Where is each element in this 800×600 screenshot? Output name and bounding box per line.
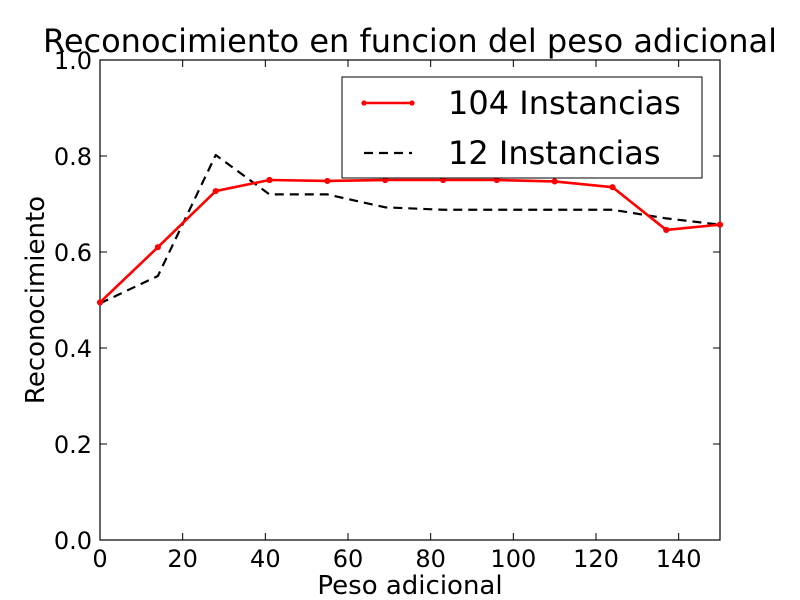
legend-box: [341, 76, 703, 179]
data-point: [324, 177, 331, 185]
y-tick-label: 1.0: [54, 47, 92, 75]
axis-ticks: 0 20 40 60 80 100 120 140 0.0 0.2 0.4 0.6 0.8 1.0: [54, 47, 720, 573]
x-tick-label: 100: [490, 545, 536, 573]
legend-marker: [409, 100, 415, 106]
x-tick-label: 80: [415, 545, 446, 573]
y-tick-label: 0.2: [54, 431, 92, 459]
legend-label: 12 Instancias: [448, 134, 660, 172]
y-tick-label: 0.6: [54, 239, 92, 267]
x-tick-label: 20: [167, 545, 198, 573]
y-axis-label: Reconocimiento: [21, 196, 51, 404]
series-line: [99, 153, 721, 305]
series-line: [99, 178, 721, 304]
x-tick-label: 0: [92, 545, 107, 573]
y-tick-label: 0.0: [54, 527, 92, 555]
x-tick-label: 120: [573, 545, 619, 573]
x-axis-label: Peso adicional: [317, 571, 502, 600]
y-tick-label: 0.4: [54, 335, 92, 363]
x-tick-label: 40: [250, 545, 281, 573]
y-tick-label: 0.8: [54, 143, 92, 171]
legend-marker: [361, 100, 367, 106]
data-point: [609, 184, 616, 191]
legend: 104 Instancias 12 Instancias: [341, 76, 703, 179]
legend-label: 104 Instancias: [448, 84, 681, 122]
data-point: [212, 187, 219, 195]
data-point: [716, 221, 724, 228]
x-tick-label: 140: [656, 545, 702, 573]
x-tick-label: 60: [333, 545, 364, 573]
data-point: [551, 178, 558, 185]
series-layer: [96, 153, 724, 306]
data-point: [154, 244, 161, 251]
chart-title: Reconocimiento en funcion del peso adici…: [43, 22, 777, 60]
data-point: [266, 176, 273, 184]
data-point: [96, 299, 104, 306]
data-point: [663, 226, 670, 234]
